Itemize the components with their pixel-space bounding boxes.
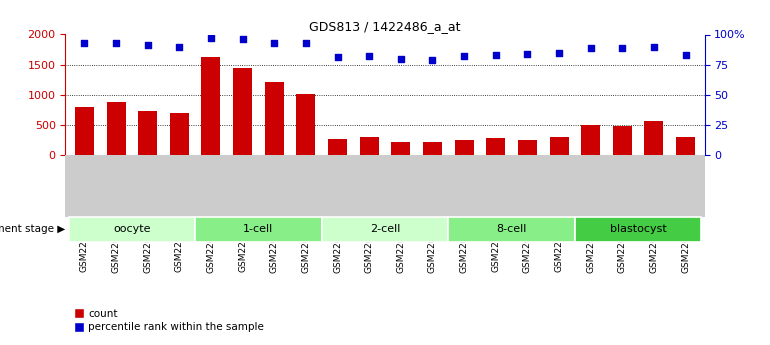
Text: oocyte: oocyte	[113, 225, 151, 234]
Point	[427, 57, 439, 63]
Bar	[454, 140, 474, 155]
Point	[363, 53, 375, 59]
Bar	[202, 57, 220, 155]
Bar	[69, 217, 195, 241]
Bar	[75, 107, 94, 155]
Bar	[265, 82, 284, 155]
Bar	[676, 137, 695, 155]
Legend: count, percentile rank within the sample: count, percentile rank within the sample	[71, 305, 269, 336]
Point	[268, 40, 280, 46]
Bar	[486, 138, 505, 155]
Text: development stage ▶: development stage ▶	[0, 225, 65, 234]
Bar	[296, 94, 316, 155]
Text: 2-cell: 2-cell	[370, 225, 400, 234]
Point	[142, 43, 154, 48]
Bar	[391, 142, 410, 155]
Point	[679, 52, 691, 58]
Point	[553, 50, 565, 55]
Point	[236, 37, 249, 42]
Point	[490, 52, 502, 58]
Point	[648, 44, 660, 49]
Bar	[170, 113, 189, 155]
Bar	[613, 126, 631, 155]
Bar	[448, 217, 575, 241]
Point	[395, 56, 407, 61]
Bar	[328, 139, 347, 155]
Bar	[139, 111, 157, 155]
Point	[110, 40, 122, 46]
Text: 8-cell: 8-cell	[497, 225, 527, 234]
Point	[205, 36, 217, 41]
Point	[173, 44, 186, 49]
Bar	[644, 121, 664, 155]
Point	[521, 51, 534, 57]
Bar	[518, 140, 537, 155]
Point	[616, 45, 628, 51]
Bar	[423, 142, 442, 155]
Point	[458, 53, 470, 59]
Text: 1-cell: 1-cell	[243, 225, 273, 234]
Bar	[360, 137, 379, 155]
Point	[331, 55, 343, 60]
Bar	[233, 68, 252, 155]
Bar	[195, 217, 322, 241]
Bar	[550, 137, 568, 155]
Bar	[575, 217, 701, 241]
Point	[584, 45, 597, 51]
Point	[79, 40, 91, 46]
Title: GDS813 / 1422486_a_at: GDS813 / 1422486_a_at	[310, 20, 460, 33]
Point	[300, 40, 312, 46]
Bar	[106, 102, 126, 155]
Bar	[581, 125, 600, 155]
Text: blastocyst: blastocyst	[610, 225, 667, 234]
Bar	[322, 217, 448, 241]
